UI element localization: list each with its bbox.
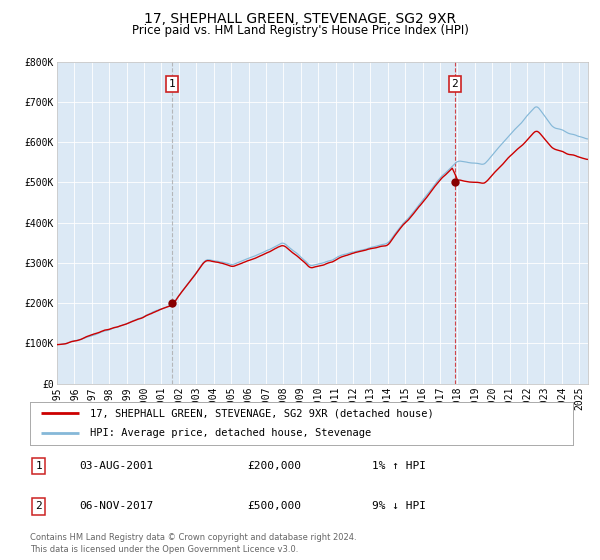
Text: 2: 2 xyxy=(451,79,458,88)
Text: £200,000: £200,000 xyxy=(247,461,301,471)
Text: 17, SHEPHALL GREEN, STEVENAGE, SG2 9XR: 17, SHEPHALL GREEN, STEVENAGE, SG2 9XR xyxy=(144,12,456,26)
Text: This data is licensed under the Open Government Licence v3.0.: This data is licensed under the Open Gov… xyxy=(30,545,298,554)
Text: 9% ↓ HPI: 9% ↓ HPI xyxy=(372,501,426,511)
Text: Price paid vs. HM Land Registry's House Price Index (HPI): Price paid vs. HM Land Registry's House … xyxy=(131,24,469,37)
Text: 2: 2 xyxy=(35,501,42,511)
Text: HPI: Average price, detached house, Stevenage: HPI: Average price, detached house, Stev… xyxy=(90,428,371,438)
Text: 1: 1 xyxy=(35,461,42,471)
Text: 03-AUG-2001: 03-AUG-2001 xyxy=(79,461,153,471)
Text: £500,000: £500,000 xyxy=(247,501,301,511)
Text: 06-NOV-2017: 06-NOV-2017 xyxy=(79,501,153,511)
Text: 17, SHEPHALL GREEN, STEVENAGE, SG2 9XR (detached house): 17, SHEPHALL GREEN, STEVENAGE, SG2 9XR (… xyxy=(90,408,433,418)
Text: 1% ↑ HPI: 1% ↑ HPI xyxy=(372,461,426,471)
Text: Contains HM Land Registry data © Crown copyright and database right 2024.: Contains HM Land Registry data © Crown c… xyxy=(30,533,356,542)
Text: 1: 1 xyxy=(169,79,175,88)
